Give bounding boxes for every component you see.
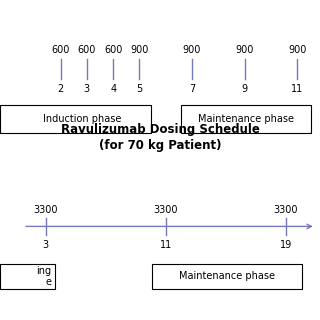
Text: 2: 2 bbox=[58, 84, 64, 94]
Text: 5: 5 bbox=[136, 84, 142, 94]
Text: 19: 19 bbox=[280, 240, 292, 250]
Text: Induction phase: Induction phase bbox=[43, 114, 122, 124]
Text: 900: 900 bbox=[236, 45, 254, 55]
Text: 3300: 3300 bbox=[274, 205, 298, 215]
Bar bbox=[180, 105, 311, 133]
Text: ing
e: ing e bbox=[36, 266, 52, 287]
Text: 11: 11 bbox=[291, 84, 303, 94]
Bar bbox=[0, 264, 55, 289]
Text: 600: 600 bbox=[78, 45, 96, 55]
Text: 3: 3 bbox=[84, 84, 90, 94]
Text: 3: 3 bbox=[43, 240, 49, 250]
Text: 4: 4 bbox=[110, 84, 116, 94]
Text: 3300: 3300 bbox=[34, 205, 58, 215]
Text: 9: 9 bbox=[242, 84, 248, 94]
Text: 11: 11 bbox=[160, 240, 172, 250]
Bar bbox=[152, 264, 302, 289]
Bar bbox=[0, 105, 151, 133]
Text: 900: 900 bbox=[130, 45, 148, 55]
Text: Maintenance phase: Maintenance phase bbox=[198, 114, 294, 124]
Text: 900: 900 bbox=[183, 45, 201, 55]
Text: 3300: 3300 bbox=[154, 205, 178, 215]
Title: Ravulizumab Dosing Schedule
(for 70 kg Patient): Ravulizumab Dosing Schedule (for 70 kg P… bbox=[60, 124, 260, 152]
Text: 7: 7 bbox=[189, 84, 195, 94]
Text: 900: 900 bbox=[288, 45, 306, 55]
Text: Maintenance phase: Maintenance phase bbox=[179, 271, 275, 281]
Text: 600: 600 bbox=[52, 45, 70, 55]
Text: 600: 600 bbox=[104, 45, 122, 55]
